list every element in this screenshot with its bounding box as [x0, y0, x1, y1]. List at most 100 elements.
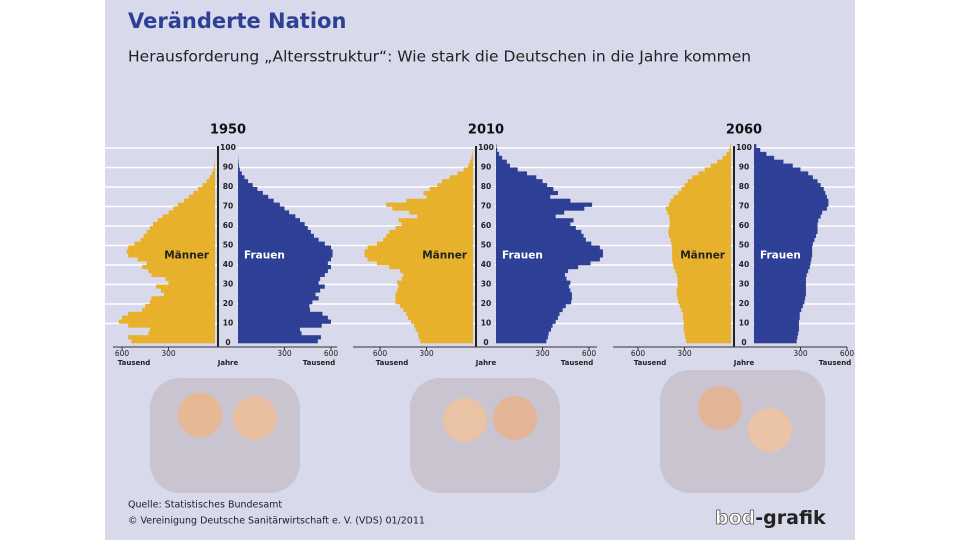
bar [496, 156, 502, 160]
bar [496, 327, 551, 331]
bar [678, 285, 731, 289]
bar [383, 238, 473, 242]
bar [173, 207, 215, 211]
bar [419, 335, 473, 339]
bar [238, 288, 320, 292]
bar [238, 171, 242, 175]
bar [458, 171, 474, 175]
y-tick-label: 50 [481, 241, 491, 250]
bar [386, 234, 473, 238]
bar [238, 300, 312, 304]
bar [238, 335, 321, 339]
bar [150, 327, 215, 331]
y-tick-label: 80 [481, 182, 491, 191]
bar [151, 296, 215, 300]
bar [754, 285, 806, 289]
bar [153, 222, 215, 226]
bar [677, 288, 731, 292]
bar [406, 199, 473, 203]
bar [162, 214, 215, 218]
bar [496, 175, 536, 179]
bar [754, 164, 793, 168]
y-tick-label: 40 [223, 260, 233, 269]
bar [496, 218, 574, 222]
bar [496, 234, 584, 238]
bar [238, 164, 239, 168]
bar [238, 230, 311, 234]
y-axis-label: Jahre [733, 359, 755, 367]
bar [680, 304, 731, 308]
bar [238, 179, 248, 183]
bar [754, 320, 799, 324]
logo: bod-grafik [715, 507, 826, 529]
bar [685, 331, 732, 335]
bar [754, 261, 811, 265]
bar [730, 144, 731, 148]
y-tick-label: 50 [223, 241, 233, 250]
bar [496, 316, 558, 320]
bar [158, 218, 215, 222]
bar [754, 331, 798, 335]
y-tick-label: 10 [481, 319, 491, 328]
bar [754, 222, 818, 226]
y-tick-label: 100 [478, 143, 494, 152]
bar [754, 187, 824, 191]
bar [496, 230, 581, 234]
bar [238, 218, 300, 222]
bar [399, 218, 473, 222]
bar [238, 222, 305, 226]
x-tick-label: 600 [840, 349, 855, 358]
bar [141, 238, 215, 242]
face [178, 393, 222, 437]
bar [754, 195, 827, 199]
bar [470, 160, 473, 164]
bar [677, 273, 731, 277]
x-axis-label: Tausend [634, 359, 667, 367]
bar [669, 203, 731, 207]
photos [150, 370, 825, 493]
bar [238, 238, 319, 242]
bar [496, 210, 564, 214]
x-axis-label: Tausend [303, 359, 336, 367]
y-tick-label: 0 [741, 338, 746, 347]
bar [210, 175, 215, 179]
face [698, 386, 742, 430]
bar [754, 168, 801, 172]
y-tick-label: 60 [481, 221, 491, 230]
bar [754, 144, 756, 148]
bar [496, 273, 565, 277]
bar [754, 218, 818, 222]
bar [754, 324, 799, 328]
bar [496, 226, 576, 230]
bar [496, 199, 570, 203]
bar [688, 179, 731, 183]
bar [148, 269, 215, 273]
bar [686, 339, 731, 343]
bar [392, 207, 473, 211]
bar [238, 195, 268, 199]
bar [496, 324, 553, 328]
bar [669, 234, 731, 238]
y-tick-label: 80 [739, 182, 749, 191]
y-tick-label: 10 [223, 319, 233, 328]
bar [496, 288, 570, 292]
photo-placeholder [410, 378, 560, 493]
bar [238, 304, 309, 308]
bar [397, 288, 473, 292]
bar [238, 285, 325, 289]
bar [148, 331, 215, 335]
bar [754, 277, 806, 281]
bar [193, 191, 215, 195]
bar [698, 171, 731, 175]
bar [684, 324, 731, 328]
bar [142, 308, 215, 312]
bar [671, 199, 731, 203]
bar [238, 273, 325, 277]
bar [496, 261, 591, 265]
bar [754, 179, 818, 183]
bar [669, 214, 731, 218]
bar [377, 242, 473, 246]
bar [178, 203, 215, 207]
bar [683, 316, 731, 320]
y-tick-label: 10 [739, 319, 749, 328]
